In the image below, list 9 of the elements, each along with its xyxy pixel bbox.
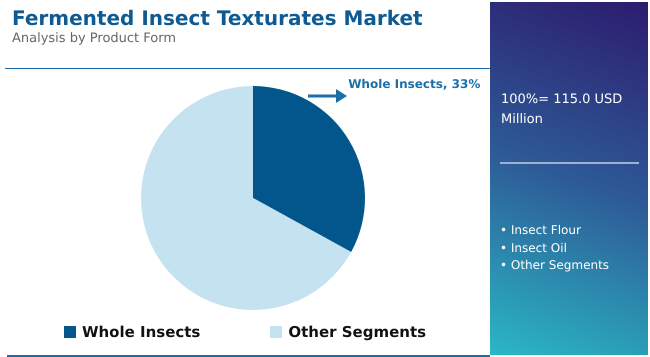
text: • Other Segments <box>500 257 610 274</box>
legend-label: Other Segments <box>287 323 426 341</box>
data-label: Whole Insects, 33% <box>348 77 480 92</box>
text: • Insect Oil <box>500 240 568 256</box>
legend-label: Whole Insects <box>80 323 200 341</box>
chart-subtitle: Analysis by Product Form <box>12 31 176 46</box>
text: 100%= 115.0 USD Million <box>501 91 624 129</box>
text: • Insect Flour <box>500 222 582 239</box>
chart-title: Fermented Insect Texturates Market <box>12 6 423 30</box>
